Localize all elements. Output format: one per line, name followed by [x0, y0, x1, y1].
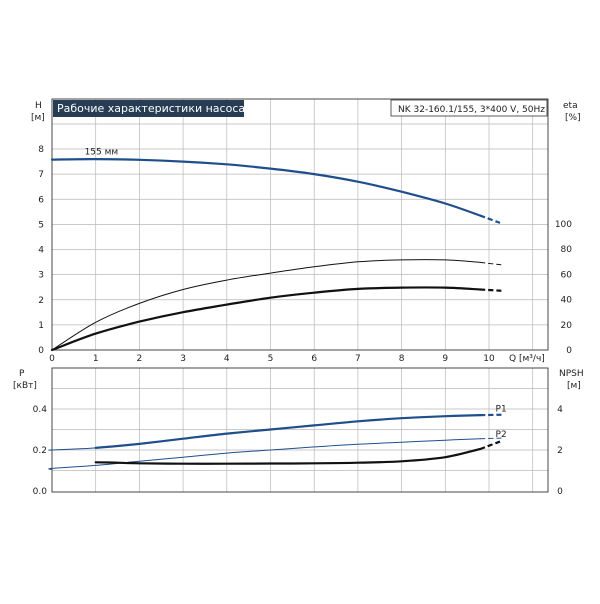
y-tick-label-p: 0.2 [33, 446, 47, 456]
y-tick-label-h: 6 [38, 195, 44, 205]
y-tick-label-eta: 80 [561, 245, 573, 255]
x-tick-label: 9 [442, 354, 448, 364]
series-label-p2: P2 [496, 430, 507, 440]
x-tick-label: 5 [268, 354, 274, 364]
y-tick-label-h: 7 [38, 170, 44, 180]
series-line-eta-extension [480, 290, 502, 291]
y-axis-unit-h: [м] [31, 113, 45, 123]
x-tick-label: 1 [93, 354, 99, 364]
y-tick-label-eta: 100 [555, 220, 572, 230]
x-tick-label: 7 [355, 354, 361, 364]
chart-title: Рабочие характеристики насоса [57, 102, 245, 115]
y-tick-label-h: 1 [38, 321, 44, 331]
x-tick-label: 4 [224, 354, 230, 364]
y-axis-label-h: H [35, 101, 42, 111]
series-label-p1: P1 [496, 405, 507, 415]
y-tick-label-eta: 40 [561, 296, 573, 306]
y-axis-label-eta: eta [563, 101, 578, 111]
x-tick-label: 8 [399, 354, 405, 364]
x-axis-unit-q: [м³/ч] [519, 354, 545, 364]
y-tick-label-p: 0.4 [33, 405, 48, 415]
y-tick-label-h: 2 [38, 296, 44, 306]
y-axis-unit-npsh: [м] [567, 381, 581, 391]
x-tick-label: 6 [311, 354, 317, 364]
y-tick-label-npsh: 2 [557, 446, 563, 456]
y-tick-label-eta: 60 [561, 270, 573, 280]
y-tick-label-h: 4 [38, 246, 44, 256]
y-tick-label-h: 0 [38, 346, 44, 356]
x-tick-label: 10 [483, 354, 495, 364]
y-tick-label-eta: 0 [566, 346, 572, 356]
y-tick-label-npsh: 0 [557, 487, 563, 497]
pump-model-label: NK 32-160.1/155, 3*400 V, 50Hz [398, 105, 545, 115]
y-tick-label-p: 0.0 [33, 487, 48, 497]
y-tick-label-eta: 20 [561, 321, 573, 331]
y-tick-label-h: 8 [38, 145, 44, 155]
y-tick-label-h: 5 [38, 220, 44, 230]
y-axis-unit-eta: [%] [565, 113, 581, 123]
y-axis-label-npsh: NPSH [559, 369, 584, 379]
y-tick-label-npsh: 4 [557, 405, 563, 415]
y-axis-unit-p: [кВт] [13, 381, 37, 391]
y-tick-label-h: 3 [38, 271, 44, 281]
x-axis-label-q: Q [509, 354, 516, 364]
y-axis-label-p: P [19, 369, 25, 379]
x-tick-label: 0 [49, 354, 55, 364]
impeller-diameter-label: 155 мм [85, 148, 119, 158]
x-tick-label: 3 [180, 354, 186, 364]
x-tick-label: 2 [137, 354, 143, 364]
